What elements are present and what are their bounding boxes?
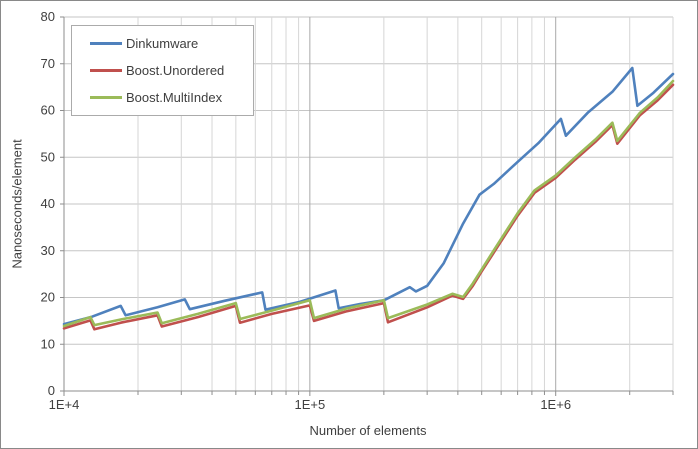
y-tick-label: 50 (41, 149, 55, 164)
legend-line-sample-boost-multiindex (90, 96, 122, 99)
series-line-dinkumware (62, 66, 675, 326)
legend-label: Boost.MultiIndex (126, 90, 223, 105)
x-tick-label: 1E+4 (49, 397, 80, 412)
legend-item-dinkumware: Dinkumware (90, 36, 249, 51)
legend-line-sample-boost-unordered (90, 69, 122, 72)
y-tick-label: 40 (41, 196, 55, 211)
y-tick-label: 30 (41, 243, 55, 258)
legend-item-boost-unordered: Boost.Unordered (90, 63, 249, 78)
x-tick-label: 1E+5 (294, 397, 325, 412)
y-tick-label: 10 (41, 336, 55, 351)
y-axis-title: Nanoseconds/element (9, 139, 25, 269)
legend-line-sample-dinkumware (90, 42, 122, 45)
y-tick-label: 80 (41, 9, 55, 24)
x-tick-label: 1E+6 (540, 397, 571, 412)
x-axis-title: Number of elements (309, 423, 427, 438)
legend-label: Dinkumware (126, 36, 199, 51)
series-line-boost-unordered (62, 83, 675, 331)
y-tick-label: 20 (41, 290, 55, 305)
legend: Dinkumware Boost.Unordered Boost.MultiInde… (71, 25, 254, 116)
y-tick-label: 0 (48, 383, 55, 398)
legend-label: Boost.Unordered (126, 63, 225, 78)
y-tick-label: 70 (41, 56, 55, 71)
legend-item-boost-multiindex: Boost.MultiIndex (90, 90, 249, 105)
series-line-boost-multiindex (62, 79, 675, 328)
y-tick-label: 60 (41, 103, 55, 118)
